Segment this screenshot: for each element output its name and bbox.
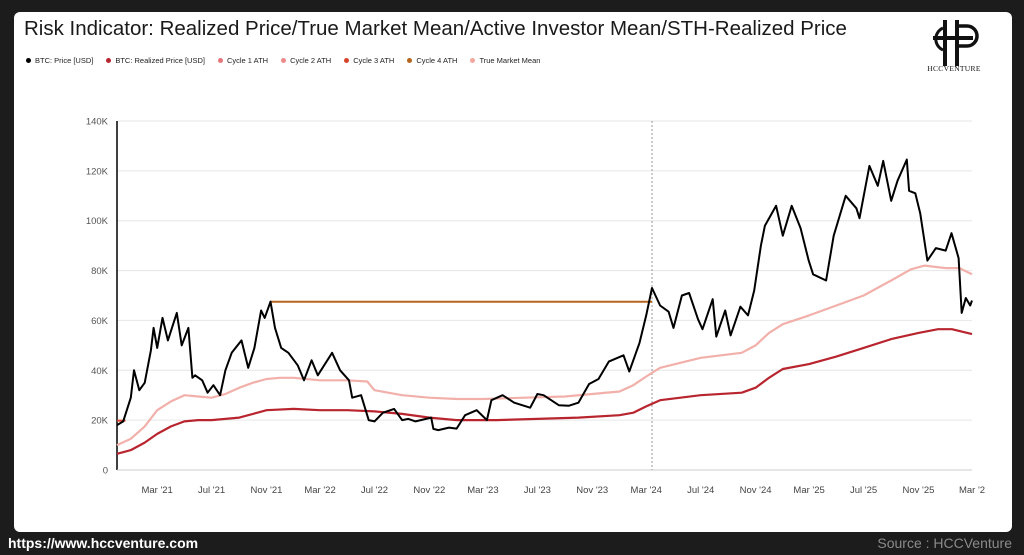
series-line [116, 328, 973, 455]
x-tick-label: Mar '22 [304, 485, 335, 496]
legend-swatch [470, 58, 476, 63]
y-tick-label: 20K [91, 416, 109, 427]
legend-label: Cycle 3 ATH [353, 56, 395, 65]
legend-label: Cycle 2 ATH [290, 56, 332, 65]
x-tick-label: Jul '23 [524, 485, 551, 496]
legend-label: True Market Mean [479, 56, 541, 65]
x-tick-label: Mar '23 [467, 485, 498, 496]
footer-source: Source : HCCVenture [877, 535, 1012, 551]
series-line [116, 264, 973, 447]
footer-url[interactable]: https://www.hccventure.com [8, 535, 199, 551]
y-tick-label: 0 [103, 466, 108, 477]
logo-text: HCCVENTURE [927, 64, 981, 73]
hccventure-logo-icon [933, 20, 979, 66]
chart-legend: BTC: Price [USD] BTC: Realized Price [USD… [26, 56, 540, 65]
legend-item[interactable]: Cycle 3 ATH [344, 56, 394, 65]
legend-label: Cycle 1 ATH [226, 56, 269, 65]
legend-item[interactable]: Cycle 2 ATH [281, 56, 331, 65]
y-tick-label: 120K [86, 166, 109, 177]
x-tick-label: Mar '24 [631, 485, 662, 496]
legend-swatch [217, 58, 223, 63]
x-tick-label: Nov '21 [251, 485, 283, 496]
legend-swatch [26, 58, 31, 63]
x-tick-label: Jul '24 [687, 485, 714, 496]
legend-item[interactable]: True Market Mean [470, 56, 540, 65]
legend-swatch [106, 58, 112, 63]
legend-label: BTC: Price [USD] [35, 56, 94, 65]
chart-card [14, 12, 1012, 532]
x-tick-label: Mar '25 [793, 485, 824, 496]
x-tick-label: Jul '21 [198, 485, 225, 496]
x-tick-label: Nov '24 [740, 485, 772, 496]
legend-swatch [407, 58, 413, 63]
y-tick-label: 100K [86, 216, 109, 227]
x-tick-label: Nov '25 [902, 485, 934, 496]
legend-item[interactable]: Cycle 1 ATH [217, 56, 269, 65]
y-tick-label: 80K [91, 266, 109, 277]
y-tick-label: 60K [91, 316, 109, 327]
x-tick-label: Mar '21 [141, 485, 172, 496]
x-tick-label: Jul '25 [850, 485, 877, 496]
x-tick-label: Nov '23 [576, 485, 608, 496]
x-tick-label: Jul '22 [361, 485, 388, 496]
y-tick-label: 40K [91, 366, 109, 377]
series-line [116, 158, 973, 432]
legend-label: BTC: Realized Price [USD] [115, 56, 205, 65]
legend-item[interactable]: BTC: Price [USD] [26, 56, 93, 65]
legend-label: Cycle 4 ATH [416, 56, 458, 65]
legend-swatch [344, 58, 350, 63]
x-tick-label: Nov '22 [413, 485, 445, 496]
x-tick-label: Mar '2 [959, 485, 985, 496]
chart-title: Risk Indicator: Realized Price/True Mark… [24, 17, 847, 40]
legend-item[interactable]: Cycle 4 ATH [407, 56, 457, 65]
legend-swatch [281, 58, 287, 63]
legend-item[interactable]: BTC: Realized Price [USD] [106, 56, 205, 65]
y-tick-label: 140K [86, 117, 109, 128]
